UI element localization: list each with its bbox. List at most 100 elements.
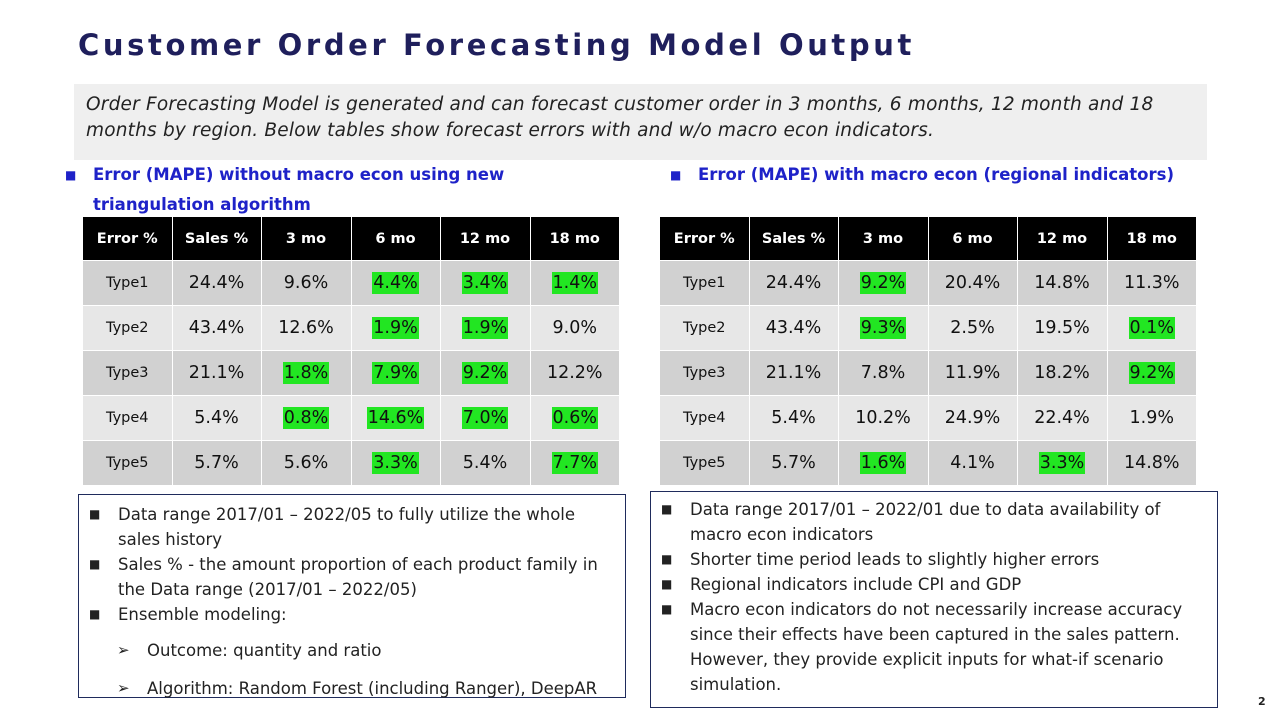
header-6mo: 6 mo [928, 217, 1018, 261]
square-bullet-icon: ■ [670, 168, 682, 182]
arrow-bullet-icon: ➢ [117, 641, 130, 659]
sales-cell: 5.4% [749, 395, 839, 441]
error-value: 3.4% [461, 272, 509, 294]
row-type-cell: Type3 [83, 350, 173, 396]
error-cell-18mo: 1.9% [1107, 395, 1196, 441]
error-value: 19.5% [1034, 318, 1090, 338]
error-cell-18mo: 0.1% [1107, 305, 1196, 351]
page-number: 2 [1258, 695, 1266, 708]
error-value: 7.9% [372, 362, 419, 384]
sub-list-item: ➢ Outcome: quantity and ratio [79, 638, 615, 663]
error-value: 0.8% [282, 407, 330, 429]
error-cell-18mo: 7.7% [530, 440, 619, 485]
list-item: ■ Data range 2017/01 – 2022/01 due to dat… [651, 497, 1207, 547]
header-3mo: 3 mo [261, 217, 352, 261]
error-value: 4.1% [950, 453, 995, 473]
row-type-cell: Type1 [83, 260, 173, 306]
square-bullet-icon: ■ [65, 168, 77, 182]
error-cell-6mo: 14.6% [351, 395, 441, 441]
table-row: Type3 21.1% 7.8% 11.9% 18.2% 9.2% [660, 350, 1196, 396]
error-value: 0.6% [551, 407, 598, 429]
header-sales: Sales % [749, 217, 839, 261]
error-cell-3mo: 9.2% [838, 260, 929, 306]
table-row: Type1 24.4% 9.2% 20.4% 14.8% 11.3% [660, 260, 1196, 306]
error-cell-18mo: 11.3% [1107, 260, 1196, 306]
error-value: 11.9% [944, 363, 1001, 383]
right-notes-box: ■ Data range 2017/01 – 2022/01 due to dat… [650, 491, 1218, 708]
error-cell-6mo: 3.3% [351, 440, 441, 485]
table-row: Type2 43.4% 9.3% 2.5% 19.5% 0.1% [660, 305, 1196, 351]
error-value: 1.8% [282, 362, 330, 384]
square-bullet-icon: ■ [661, 502, 673, 516]
sales-cell: 5.4% [172, 395, 262, 441]
table-row: Type5 5.7% 1.6% 4.1% 3.3% 14.8% [660, 440, 1196, 485]
header-3mo: 3 mo [838, 217, 929, 261]
sales-cell: 21.1% [172, 350, 262, 396]
error-value: 1.9% [461, 317, 509, 339]
error-value: 7.8% [860, 363, 906, 383]
header-18mo: 18 mo [530, 217, 619, 261]
table-row: Type2 43.4% 12.6% 1.9% 1.9% 9.0% [83, 305, 619, 351]
row-type-cell: Type2 [83, 305, 173, 351]
error-cell-12mo: 7.0% [440, 395, 531, 441]
header-error: Error % [660, 217, 750, 261]
error-value: 22.4% [1034, 408, 1090, 428]
error-value: 1.9% [1129, 408, 1174, 428]
error-cell-12mo: 14.8% [1017, 260, 1108, 306]
square-bullet-icon: ■ [89, 557, 101, 571]
error-cell-6mo: 11.9% [928, 350, 1018, 396]
sales-cell: 24.4% [749, 260, 839, 306]
left-table-heading: ■ Error (MAPE) without macro econ using … [65, 160, 623, 220]
error-cell-3mo: 9.3% [838, 305, 929, 351]
right-heading-text: Error (MAPE) with macro econ (regional i… [698, 165, 1175, 184]
table-row: Type5 5.7% 5.6% 3.3% 5.4% 7.7% [83, 440, 619, 485]
error-cell-18mo: 14.8% [1107, 440, 1196, 485]
sales-cell: 43.4% [172, 305, 262, 351]
error-value: 1.9% [372, 317, 419, 339]
mape-table-with-macro: Error % Sales % 3 mo 6 mo 12 mo 18 mo Ty… [660, 217, 1196, 485]
error-cell-3mo: 5.6% [261, 440, 352, 485]
error-value: 3.3% [372, 452, 419, 474]
error-cell-3mo: 1.6% [838, 440, 929, 485]
error-cell-12mo: 22.4% [1017, 395, 1108, 441]
error-cell-3mo: 12.6% [261, 305, 352, 351]
error-value: 2.5% [950, 318, 995, 338]
error-cell-18mo: 9.0% [530, 305, 619, 351]
error-value: 3.3% [1038, 452, 1086, 474]
table-row: Type4 5.4% 0.8% 14.6% 7.0% 0.6% [83, 395, 619, 441]
sales-cell: 43.4% [749, 305, 839, 351]
error-value: 12.6% [278, 318, 334, 338]
error-value: 5.6% [283, 453, 329, 473]
error-cell-18mo: 9.2% [1107, 350, 1196, 396]
header-sales: Sales % [172, 217, 262, 261]
list-item: ■ Macro econ indicators do not necessaril… [651, 597, 1207, 697]
error-cell-12mo: 5.4% [440, 440, 531, 485]
list-item: ■ Data range 2017/01 – 2022/05 to fully u… [79, 502, 615, 552]
error-value: 12.2% [546, 363, 603, 383]
row-type-cell: Type2 [660, 305, 750, 351]
error-value: 18.2% [1034, 363, 1090, 383]
error-value: 0.1% [1128, 317, 1175, 339]
error-value: 14.8% [1123, 453, 1180, 473]
error-cell-18mo: 1.4% [530, 260, 619, 306]
list-item: ■ Shorter time period leads to slightly h… [651, 547, 1207, 572]
error-cell-3mo: 9.6% [261, 260, 352, 306]
table-body: Type1 24.4% 9.2% 20.4% 14.8% 11.3% Type2 43.4% 9… [660, 260, 1196, 485]
square-bullet-icon: ■ [89, 507, 101, 521]
header-error: Error % [83, 217, 173, 261]
table-body: Type1 24.4% 9.6% 4.4% 3.4% 1.4% Type2 43.4% 12.6… [83, 260, 619, 485]
error-value: 10.2% [855, 408, 911, 428]
error-cell-6mo: 2.5% [928, 305, 1018, 351]
error-value: 1.6% [859, 452, 907, 474]
error-cell-12mo: 19.5% [1017, 305, 1108, 351]
sales-cell: 24.4% [172, 260, 262, 306]
error-value: 20.4% [944, 273, 1001, 293]
error-cell-6mo: 1.9% [351, 305, 441, 351]
row-type-cell: Type3 [660, 350, 750, 396]
error-value: 9.0% [552, 318, 597, 338]
row-type-cell: Type1 [660, 260, 750, 306]
error-value: 9.2% [1128, 362, 1175, 384]
right-table-heading: ■ Error (MAPE) with macro econ (regional… [670, 160, 1218, 190]
error-cell-3mo: 7.8% [838, 350, 929, 396]
header-12mo: 12 mo [440, 217, 531, 261]
